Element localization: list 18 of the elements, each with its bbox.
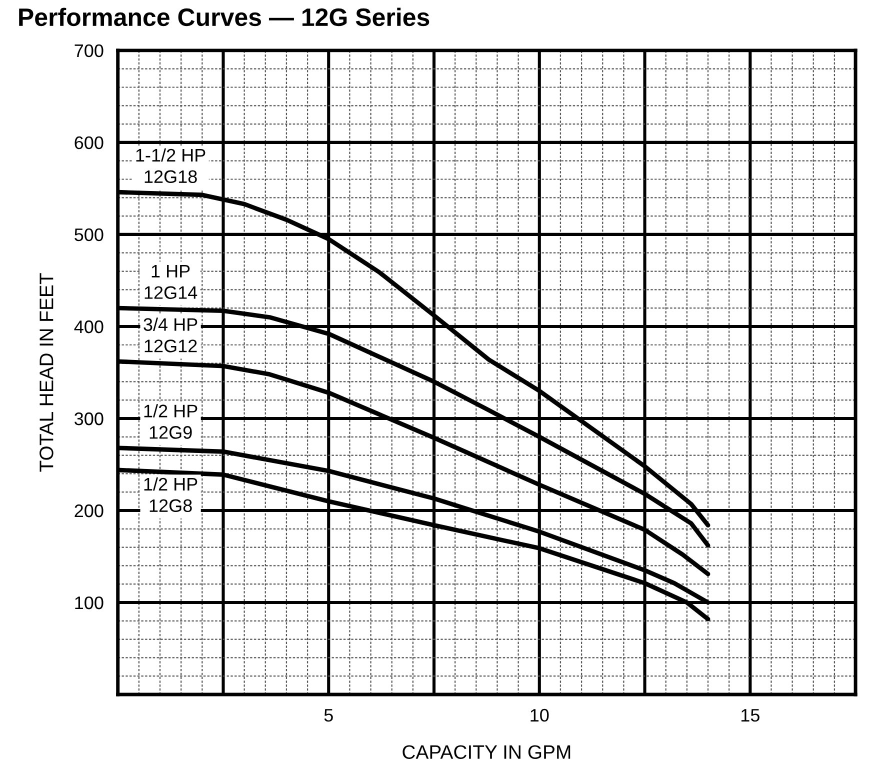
y-tick-label: 200	[74, 504, 104, 518]
series-label: 1 HP 12G14	[144, 264, 198, 299]
series-label: 1/2 HP 12G9	[144, 404, 198, 439]
chart-title: Performance Curves — 12G Series	[19, 8, 430, 26]
y-axis-title: TOTAL HEAD IN FEET	[40, 273, 54, 472]
series-label: 3/4 HP 12G12	[144, 318, 198, 352]
x-tick-label: 5	[324, 709, 333, 722]
y-tick-label: 400	[74, 320, 104, 334]
x-tick-label: 10	[530, 708, 549, 722]
series-label: 1/2 HP 12G8	[144, 477, 198, 512]
y-tick-label: 300	[74, 412, 104, 426]
y-tick-label: 500	[74, 228, 104, 242]
y-tick-label: 600	[74, 136, 104, 150]
y-tick-label: 700	[74, 44, 104, 58]
y-tick-label: 100	[75, 596, 104, 610]
x-axis-title: CAPACITY IN GPM	[402, 745, 570, 759]
x-tick-label: 15	[741, 709, 760, 722]
series-label: 1-1/2 HP 12G18	[136, 148, 206, 184]
